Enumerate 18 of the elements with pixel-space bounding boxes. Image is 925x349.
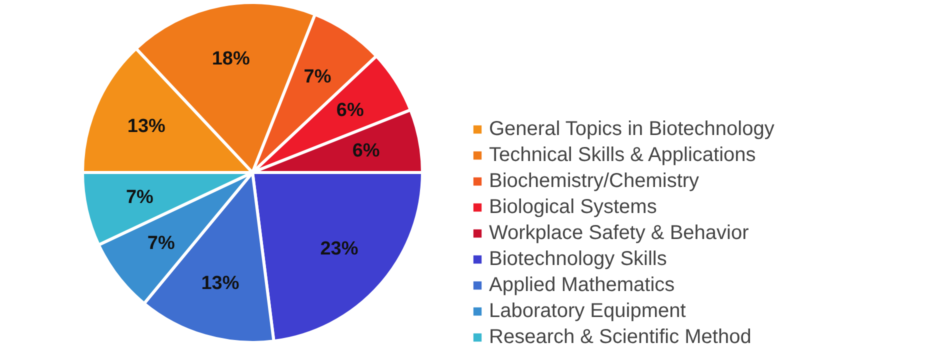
legend-label: Applied Mathematics bbox=[489, 273, 675, 297]
legend-label: Biological Systems bbox=[489, 195, 657, 219]
data-label: 6% bbox=[336, 100, 364, 122]
data-label: 7% bbox=[126, 187, 154, 208]
data-label: 18% bbox=[212, 48, 250, 70]
legend-label: Biochemistry/Chemistry bbox=[489, 169, 700, 193]
data-label: 6% bbox=[352, 140, 380, 162]
legend-label: Technical Skills & Applications bbox=[489, 143, 756, 167]
legend-label: Workplace Safety & Behavior bbox=[489, 221, 749, 245]
data-label: 7% bbox=[304, 66, 332, 88]
legend-label: Research & Scientific Method bbox=[489, 325, 752, 349]
data-label: 23% bbox=[320, 238, 358, 260]
legend-label: Biotechnology Skills bbox=[489, 247, 667, 271]
legend-label: Laboratory Equipment bbox=[489, 299, 686, 323]
data-label: 7% bbox=[147, 232, 175, 254]
data-label: 13% bbox=[127, 116, 166, 138]
data-label: 13% bbox=[201, 273, 240, 294]
legend-label: General Topics in Biotechnology bbox=[489, 117, 774, 141]
